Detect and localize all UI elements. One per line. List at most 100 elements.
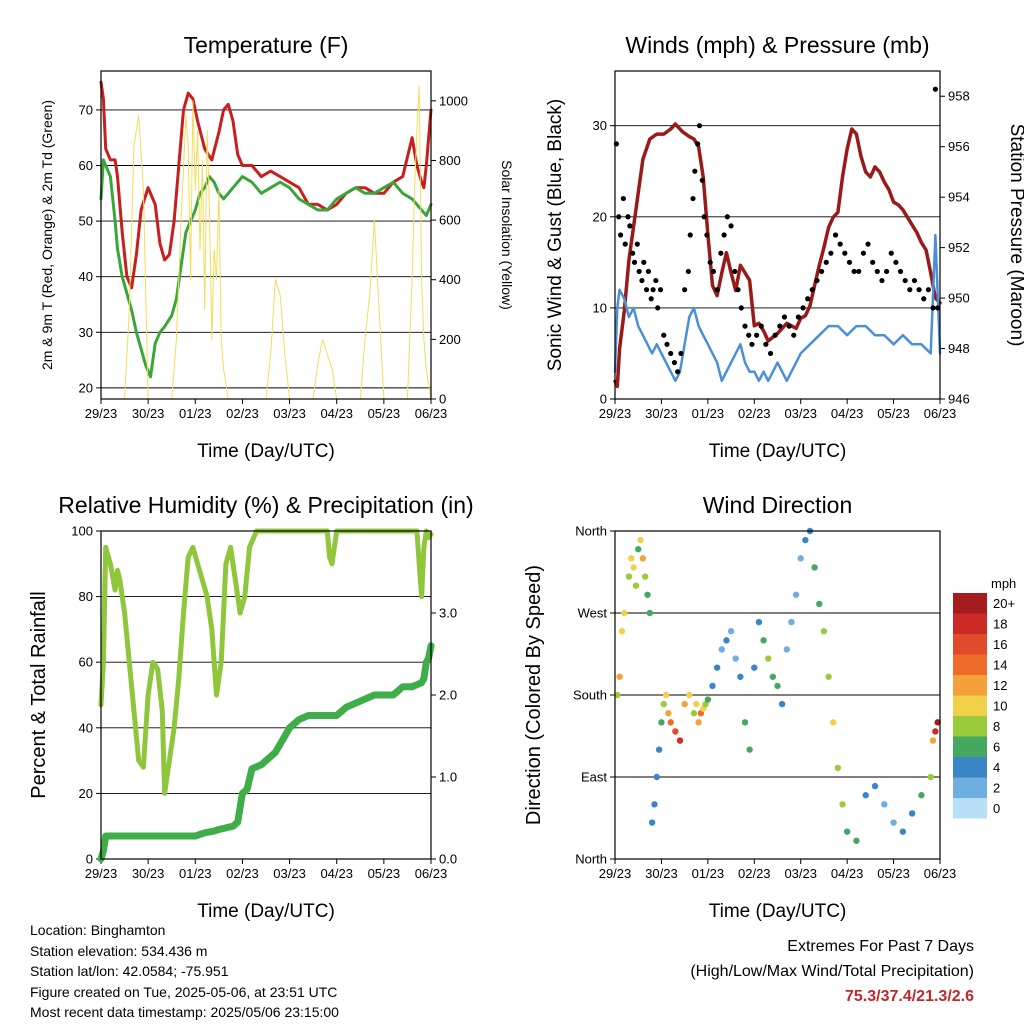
x-tick-label: 02/23 [226,866,259,881]
gust-point [664,341,670,347]
extremes-subheading: (High/Low/Max Wind/Total Precipitation) [690,963,974,980]
plot-frame [100,70,432,400]
legend-label: 10 [993,699,1007,714]
y-tick-label: 100 [71,524,93,539]
gust-point [671,359,678,366]
x-tick-label: 29/23 [599,406,632,421]
legend-label: 2 [993,781,1000,796]
x-tick-label: 05/23 [368,406,401,421]
y2-tick-label: 1000 [439,93,468,108]
legend-label: 18 [993,617,1007,632]
extremes-heading: Extremes For Past 7 Days [787,938,974,955]
gust-point [620,195,626,202]
direction-point [843,828,851,835]
direction-point [704,696,712,703]
gust-point [678,350,684,357]
legend-swatch [953,777,987,798]
gust-point [819,268,825,275]
recent-timestamp: Most recent data timestamp: 2025/05/06 2… [30,1004,339,1020]
direction-point [737,673,744,680]
x-tick-label: 01/23 [692,406,725,421]
legend-swatch [953,675,987,696]
y2-axis-label: Station Pressure (Maroon) [1006,124,1024,347]
direction-point [853,837,860,844]
gust-point [648,296,654,302]
direction-point [862,792,869,799]
series-line [99,158,433,379]
y2-tick-label: 0 [439,392,446,407]
chart-2: 0 10 20 30 946 948 950 952 954 956 958 29/23 30/23 01… [545,32,1024,462]
direction-point [667,719,674,726]
y-tick-label: 70 [79,102,93,117]
y-tick-label: 50 [79,214,93,229]
direction-point [820,628,828,635]
gust-point [856,268,862,275]
gust-point [800,305,806,311]
direction-point [811,564,818,571]
direction-point [693,700,700,708]
x-tick-label: 02/23 [738,866,771,881]
gust-point [851,268,857,275]
direction-point [760,637,767,644]
direction-point [788,618,795,626]
direction-point [918,792,925,799]
gust-point [795,314,801,320]
gust-point [732,268,738,275]
direction-point [741,719,749,726]
gust-point [650,287,656,293]
direction-point [816,600,823,608]
y-tick-label: North [575,524,607,539]
y2-tick-label: 952 [948,240,970,255]
gust-point [675,369,681,375]
x-tick-label: 03/23 [784,406,817,421]
y-tick-label: 60 [79,655,93,670]
gust-point [625,214,631,220]
x-tick-label: 02/23 [738,406,771,421]
x-tick-label: 04/23 [831,406,864,421]
x-tick-label: 06/23 [415,866,448,881]
y-tick-label: 40 [79,269,93,284]
gust-point [860,250,866,256]
y2-tick-label: 2.0 [439,688,457,703]
y-axis-label: Direction (Colored By Speed) [523,565,545,825]
legend-swatch [953,757,987,778]
gust-point [728,223,734,229]
x-tick-label: 29/23 [85,866,118,881]
direction-point [774,682,781,690]
direction-point [834,764,842,772]
gust-point [682,287,688,293]
chart-1: 20 30 40 50 60 70 0 200 400 600 800 1000 29/23 30/23 0… [39,32,515,462]
direction-point [672,728,679,735]
legend-swatch [953,613,987,634]
x-tick-label: 01/23 [179,406,212,421]
direction-point [723,637,730,644]
station-location: Location: Binghamton [30,922,166,938]
gust-point [710,268,717,275]
gust-point [888,250,894,256]
direction-point [644,591,651,598]
x-tick-label: 29/23 [85,406,118,421]
y2-tick-label: 946 [948,392,970,407]
series-line [99,80,433,290]
station-info: Location: Binghamton Station elevation: … [30,920,339,1023]
gust-point [636,268,642,275]
gust-point [911,277,918,284]
direction-point [637,536,644,544]
x-tick-label: 30/23 [132,866,165,881]
gust-point [763,341,769,347]
gust-point [842,250,848,256]
gust-point [690,195,696,202]
gust-point [724,214,730,220]
x-tick-label: 01/23 [692,866,725,881]
direction-point [681,700,688,708]
gust-point [692,168,698,174]
direction-point [934,719,941,726]
legend-swatch [953,695,987,716]
gust-point [897,268,904,275]
direction-point [778,700,786,708]
y2-tick-label: 950 [948,291,970,306]
direction-point [695,719,702,726]
gust-point [893,259,899,265]
chart-title: Winds (mph) & Pressure (mb) [625,32,929,58]
